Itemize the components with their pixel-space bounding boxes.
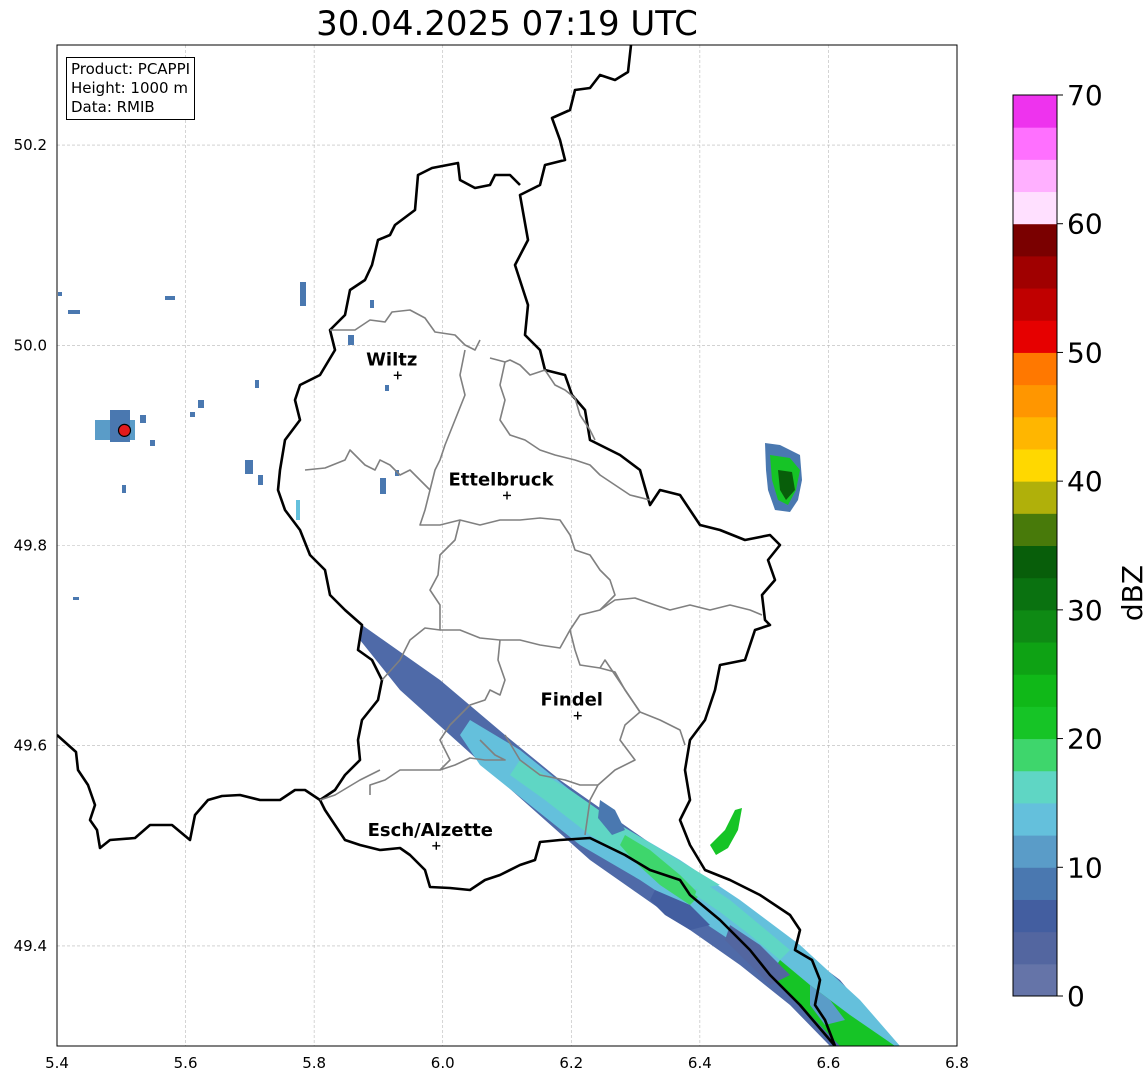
city-marker[interactable]: Esch/Alzette [368,820,493,850]
x-tick-label: 6.4 [688,1054,712,1072]
x-tick-label: 6.0 [431,1054,455,1072]
colorbar-segment [1013,577,1057,611]
colorbar-segment [1013,802,1057,836]
x-tick-label: 6.2 [559,1054,583,1072]
colorbar-segment [1013,867,1057,900]
colorbar-segment [1013,835,1057,868]
x-tick-label: 5.4 [45,1054,69,1072]
colorbar-tick-label: 30 [1067,594,1103,627]
colorbar-label: dBZ [1116,564,1145,622]
city-cross-icon [393,371,402,380]
colorbar-tick-label: 60 [1067,208,1103,241]
city-label: Wiltz [366,349,417,370]
radar-site-marker[interactable] [117,423,132,437]
y-tick-label: 50.2 [14,136,47,154]
x-tick-label: 5.8 [302,1054,326,1072]
colorbar-segment [1013,288,1057,321]
x-tick-label: 6.8 [945,1054,969,1072]
colorbar-segment [1013,899,1057,933]
city-cross-icon [573,711,582,720]
precipitation-cell-east [765,443,802,512]
city-marker[interactable]: Wiltz [366,349,417,380]
colorbar-segment [1013,738,1057,772]
plot-frame [56,44,958,1047]
x-tick-label: 6.6 [816,1054,840,1072]
product-info-box: Product: PCAPPI Height: 1000 m Data: RMI… [66,57,196,120]
x-tick-label: 5.6 [174,1054,198,1072]
colorbar-tick-label: 70 [1067,79,1103,112]
y-tick-label: 49.8 [14,537,47,555]
colorbar-frame [1012,94,1058,997]
colorbar-segment [1013,674,1057,707]
colorbar-segment [1013,159,1057,193]
colorbar-segment [1013,545,1057,579]
colorbar-segment [1013,416,1057,450]
colorbar-segment [1013,642,1057,675]
colorbar-tick-label: 50 [1067,336,1103,369]
y-tick-label: 50.0 [14,336,47,354]
colorbar-segment [1013,706,1057,740]
map-title: 30.04.2025 07:19 UTC [316,4,698,44]
country-border [57,45,837,1046]
colorbar-segment [1013,95,1057,128]
city-marker[interactable]: Findel [540,690,603,720]
precipitation-band [360,625,900,1046]
product-label: Product: PCAPPI [71,60,191,78]
colorbar [1012,94,1058,997]
colorbar-tick-label: 0 [1067,980,1085,1013]
colorbar-segment [1013,931,1057,965]
colorbar-segment [1013,609,1057,643]
y-tick-label: 49.6 [14,737,47,755]
colorbar-segment [1013,127,1057,160]
height-label: Height: 1000 m [71,79,188,97]
city-cross-icon [432,841,441,850]
colorbar-segment [1013,448,1057,482]
city-cross-icon [503,491,511,500]
colorbar-segment [1013,352,1057,386]
colorbar-segment [1013,320,1057,353]
colorbar-tick-label: 40 [1067,465,1103,498]
colorbar-segment [1013,481,1057,514]
colorbar-tick-label: 10 [1067,851,1103,884]
data-source-label: Data: RMIB [71,98,155,116]
city-label: Ettelbruck [448,469,554,490]
colorbar-segment [1013,384,1057,418]
colorbar-segment [1013,191,1057,225]
colorbar-segment [1013,770,1057,804]
y-tick-label: 49.4 [14,937,47,955]
colorbar-segment [1013,513,1057,546]
district-borders [304,309,763,836]
city-label: Esch/Alzette [368,820,493,841]
city-label: Findel [540,690,603,711]
colorbar-segment [1013,255,1057,289]
city-marker[interactable]: Ettelbruck [448,469,555,500]
colorbar-segment [1013,963,1057,997]
colorbar-tick-label: 20 [1067,723,1103,756]
colorbar-segment [1013,223,1057,257]
